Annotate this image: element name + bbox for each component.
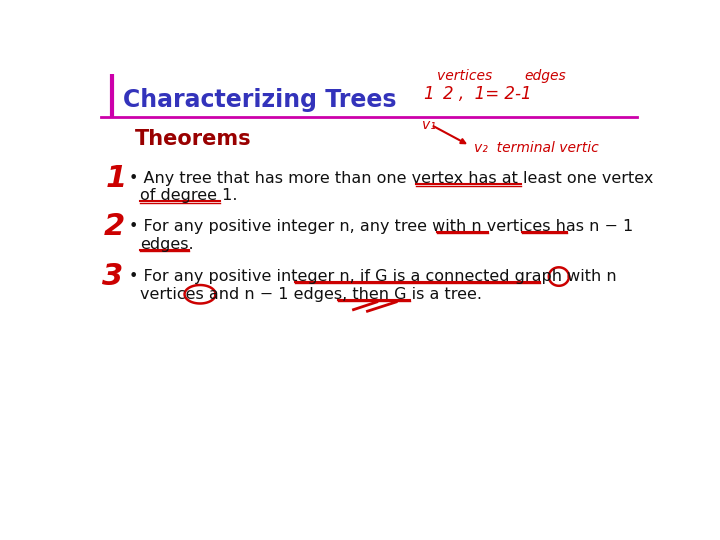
Text: Characterizing Trees: Characterizing Trees	[122, 88, 396, 112]
Text: • Any tree that has more than one vertex has at least one vertex: • Any tree that has more than one vertex…	[129, 171, 653, 186]
Text: edges.: edges.	[140, 237, 194, 252]
Text: 1: 1	[423, 85, 434, 103]
Text: • For any positive integer n, any tree with n vertices has n − 1: • For any positive integer n, any tree w…	[129, 219, 633, 234]
Text: • For any positive integer n, if G is a connected graph with n: • For any positive integer n, if G is a …	[129, 269, 616, 284]
Text: of degree 1.: of degree 1.	[140, 188, 238, 203]
Text: Theorems: Theorems	[135, 129, 251, 148]
Text: v₂  terminal vertic: v₂ terminal vertic	[474, 141, 598, 155]
Text: 1: 1	[106, 164, 127, 193]
Text: 3: 3	[102, 262, 124, 291]
Text: 2: 2	[104, 212, 125, 241]
Text: vertices and n − 1 edges, then G is a tree.: vertices and n − 1 edges, then G is a tr…	[140, 287, 482, 302]
Text: vertices: vertices	[437, 69, 492, 83]
Text: edges: edges	[524, 69, 566, 83]
Text: v₁: v₁	[422, 118, 436, 132]
Text: 2 ,  1= 2-1: 2 , 1= 2-1	[443, 85, 531, 103]
